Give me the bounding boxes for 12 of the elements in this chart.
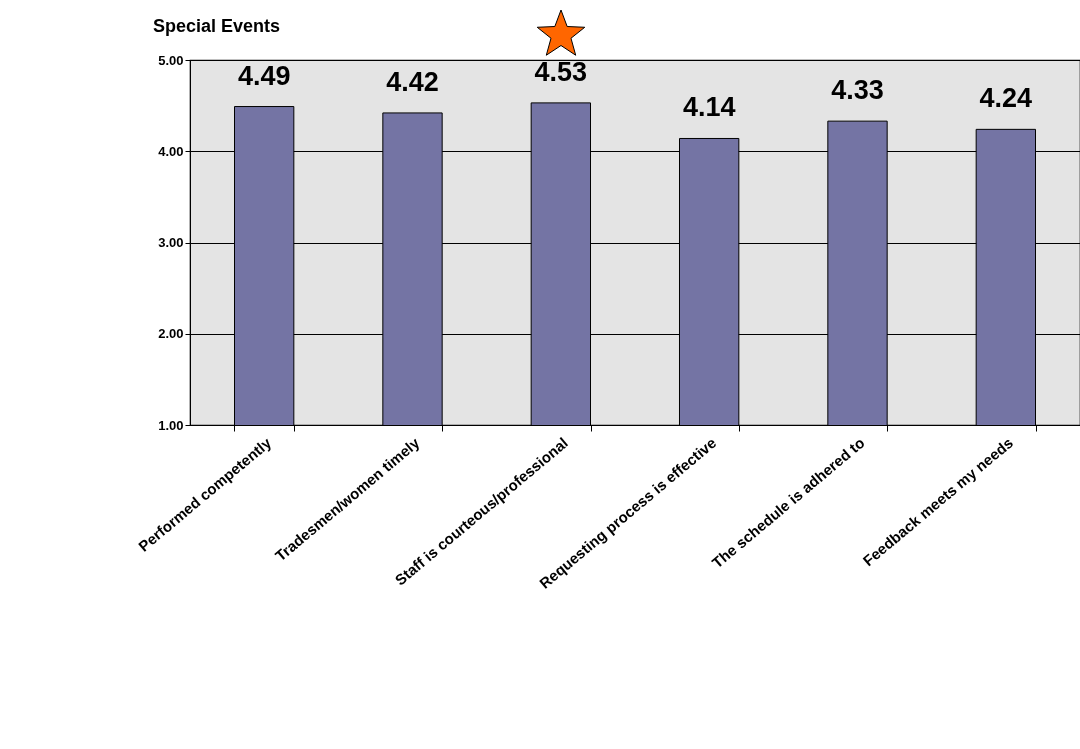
chart-title: Special Events xyxy=(153,16,281,36)
data-label: 4.49 xyxy=(237,60,291,91)
y-tick-label: 5.00 xyxy=(158,52,184,68)
data-label: 4.24 xyxy=(979,83,1033,114)
y-tick-label: 4.00 xyxy=(158,143,184,159)
data-label: 4.14 xyxy=(682,92,736,123)
y-tick-label: 1.00 xyxy=(158,417,184,433)
data-label: 4.42 xyxy=(386,66,439,97)
data-label: 4.53 xyxy=(534,56,588,87)
y-tick-label: 2.00 xyxy=(158,326,184,342)
data-label: 4.33 xyxy=(831,75,884,106)
y-tick-label: 3.00 xyxy=(158,235,184,250)
